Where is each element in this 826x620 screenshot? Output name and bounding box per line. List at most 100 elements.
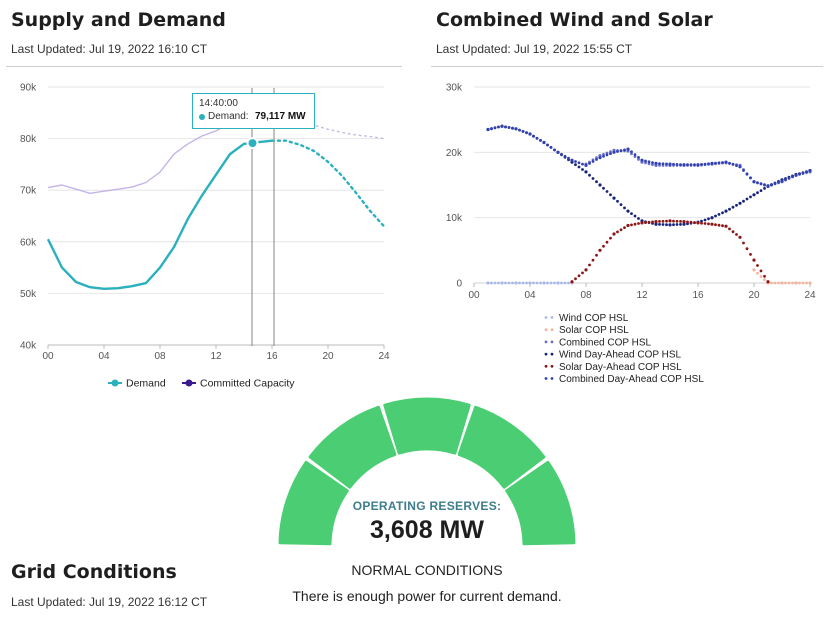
solar-day-ahead-cop-hsl-point (689, 220, 693, 224)
x-tick-label: 00 (468, 290, 480, 301)
combined-day-ahead-cop-hsl-point (808, 169, 812, 173)
combined-day-ahead-cop-hsl-point (539, 139, 542, 142)
wind-day-ahead-cop-hsl-point (749, 195, 752, 199)
solar-day-ahead-cop-hsl-point (742, 241, 745, 245)
x-tick-label: 08 (154, 351, 166, 362)
solar-cop-hsl-point (808, 281, 812, 285)
combined-day-ahead-cop-hsl-point (661, 162, 665, 166)
combined-day-ahead-cop-hsl-point (511, 126, 514, 130)
solar-cop-hsl-point (794, 281, 798, 285)
solar-cop-hsl-point (763, 278, 766, 282)
solar-cop-hsl-point (787, 281, 791, 285)
legend-demand[interactable]: Demand (108, 378, 166, 390)
combined-day-ahead-cop-hsl-point (500, 124, 504, 128)
combined-day-ahead-cop-hsl-point (644, 159, 647, 163)
solar-day-ahead-cop-hsl-point (714, 223, 717, 227)
wind-solar-divider (431, 66, 823, 67)
solar-day-ahead-cop-hsl-point (577, 274, 581, 278)
wind-cop-hsl-point (567, 281, 570, 285)
legend-marker (544, 364, 548, 368)
wind-cop-hsl-point (556, 281, 560, 285)
legend-combined-cop-hsl[interactable]: Combined COP HSL (544, 337, 652, 348)
solar-day-ahead-cop-hsl-point (738, 235, 742, 239)
combined-day-ahead-cop-hsl-point (759, 182, 763, 186)
wind-day-ahead-cop-hsl-point (619, 203, 623, 207)
tooltip-bullet-icon (199, 114, 205, 120)
gauge-segment (278, 460, 349, 546)
combined-day-ahead-cop-hsl-point (514, 127, 518, 131)
combined-day-ahead-cop-hsl-point (745, 172, 749, 176)
solar-day-ahead-cop-hsl-point (651, 220, 654, 224)
wind-day-ahead-cop-hsl-point (745, 197, 749, 201)
demand-series-solid (46, 139, 273, 291)
legend-marker (550, 377, 554, 380)
solar-day-ahead-cop-hsl-point (703, 222, 707, 225)
wind-day-ahead-cop-hsl-point (612, 196, 616, 200)
combined-day-ahead-cop-hsl-point (700, 163, 703, 166)
combined-day-ahead-cop-hsl-point (752, 180, 756, 184)
x-tick-label: 00 (42, 351, 54, 362)
wind-day-ahead-cop-hsl-point (626, 209, 630, 213)
wind-day-ahead-cop-hsl-point (633, 214, 637, 218)
combined-day-ahead-cop-hsl-point (805, 170, 808, 174)
solar-cop-hsl-point (780, 281, 784, 285)
legend-marker (544, 328, 548, 332)
legend-solar-day-ahead-cop-hsl[interactable]: Solar Day-Ahead COP HSL (544, 362, 682, 373)
wind-day-ahead-cop-hsl-point (752, 193, 756, 197)
solar-day-ahead-cop-hsl-point (759, 269, 763, 273)
legend-committed-capacity[interactable]: Committed Capacity (182, 378, 295, 390)
combined-day-ahead-cop-hsl-point (766, 184, 770, 188)
combined-day-ahead-cop-hsl-point (777, 180, 780, 184)
supply-demand-chart[interactable]: 40k 50k 60k 70k 80k 90k 00 04 08 12 16 20 24 Demand… (0, 66, 400, 396)
demand-hover-point[interactable] (246, 137, 259, 150)
legend-combined-day-ahead-cop-hsl[interactable]: Combined Day-Ahead COP HSL (544, 374, 705, 385)
solar-day-ahead-cop-hsl-point (675, 219, 679, 223)
combined-day-ahead-cop-hsl-point (675, 163, 679, 166)
wind-solar-title: Combined Wind and Solar (436, 9, 713, 31)
solar-day-ahead-cop-hsl-point (574, 277, 577, 281)
combined-day-ahead-cop-hsl-point (605, 153, 609, 157)
tooltip-time: 14:40:00 (199, 98, 238, 109)
solar-day-ahead-cop-hsl-point (665, 219, 668, 223)
wind-day-ahead-cop-hsl-point (672, 223, 675, 227)
combined-day-ahead-cop-hsl-point (581, 162, 584, 166)
combined-day-ahead-cop-hsl-point (525, 131, 528, 135)
x-tick-label: 04 (98, 351, 110, 362)
legend-wind-day-ahead-cop-hsl[interactable]: Wind Day-Ahead COP HSL (544, 350, 682, 361)
combined-day-ahead-cop-hsl-point (609, 152, 612, 155)
combined-day-ahead-cop-hsl-point (798, 172, 801, 176)
legend-solar-cop-hsl[interactable]: Solar COP HSL (544, 325, 630, 336)
solar-day-ahead-cop-hsl-point (707, 222, 710, 226)
x-tick-label: 20 (322, 351, 334, 362)
solar-cop-hsl-point (770, 281, 773, 285)
wind-day-ahead-cop-hsl-point (714, 214, 717, 218)
legend-wind-cop-hsl[interactable]: Wind COP HSL (544, 313, 629, 324)
solar-day-ahead-cop-hsl-point (623, 226, 626, 230)
combined-day-ahead-cop-hsl-point (696, 163, 700, 167)
solar-day-ahead-cop-hsl-point (745, 247, 749, 251)
combined-day-ahead-cop-hsl-point (493, 126, 497, 130)
combined-day-ahead-cop-hsl-point (714, 161, 717, 165)
solar-cop-hsl-point (773, 281, 777, 285)
x-tick-label: 24 (804, 290, 816, 301)
solar-day-ahead-cop-hsl-point (735, 233, 738, 236)
combined-day-ahead-cop-hsl-point (556, 150, 560, 154)
combined-day-ahead-cop-hsl-point (623, 148, 626, 152)
combined-day-ahead-cop-hsl-point (672, 162, 675, 166)
wind-day-ahead-cop-hsl-point (675, 223, 679, 226)
solar-day-ahead-cop-hsl-point (619, 228, 623, 232)
legend-marker (550, 328, 554, 332)
x-tick-label: 12 (636, 290, 648, 301)
combined-day-ahead-cop-hsl-point (728, 161, 731, 165)
y-tick-label: 30k (446, 83, 463, 94)
combined-day-ahead-cop-hsl-point (770, 183, 773, 186)
tooltip-value: 79,117 MW (255, 111, 306, 122)
grid-conditions-title: Grid Conditions (11, 561, 177, 583)
wind-cop-hsl-point (500, 281, 504, 285)
solar-day-ahead-cop-hsl-point (612, 232, 616, 236)
legend-wind-cop-hsl-label: Wind COP HSL (559, 313, 629, 324)
solar-day-ahead-cop-hsl-point (616, 230, 619, 234)
solar-cop-hsl-point (805, 281, 808, 285)
y-tick-label: 70k (20, 186, 37, 197)
